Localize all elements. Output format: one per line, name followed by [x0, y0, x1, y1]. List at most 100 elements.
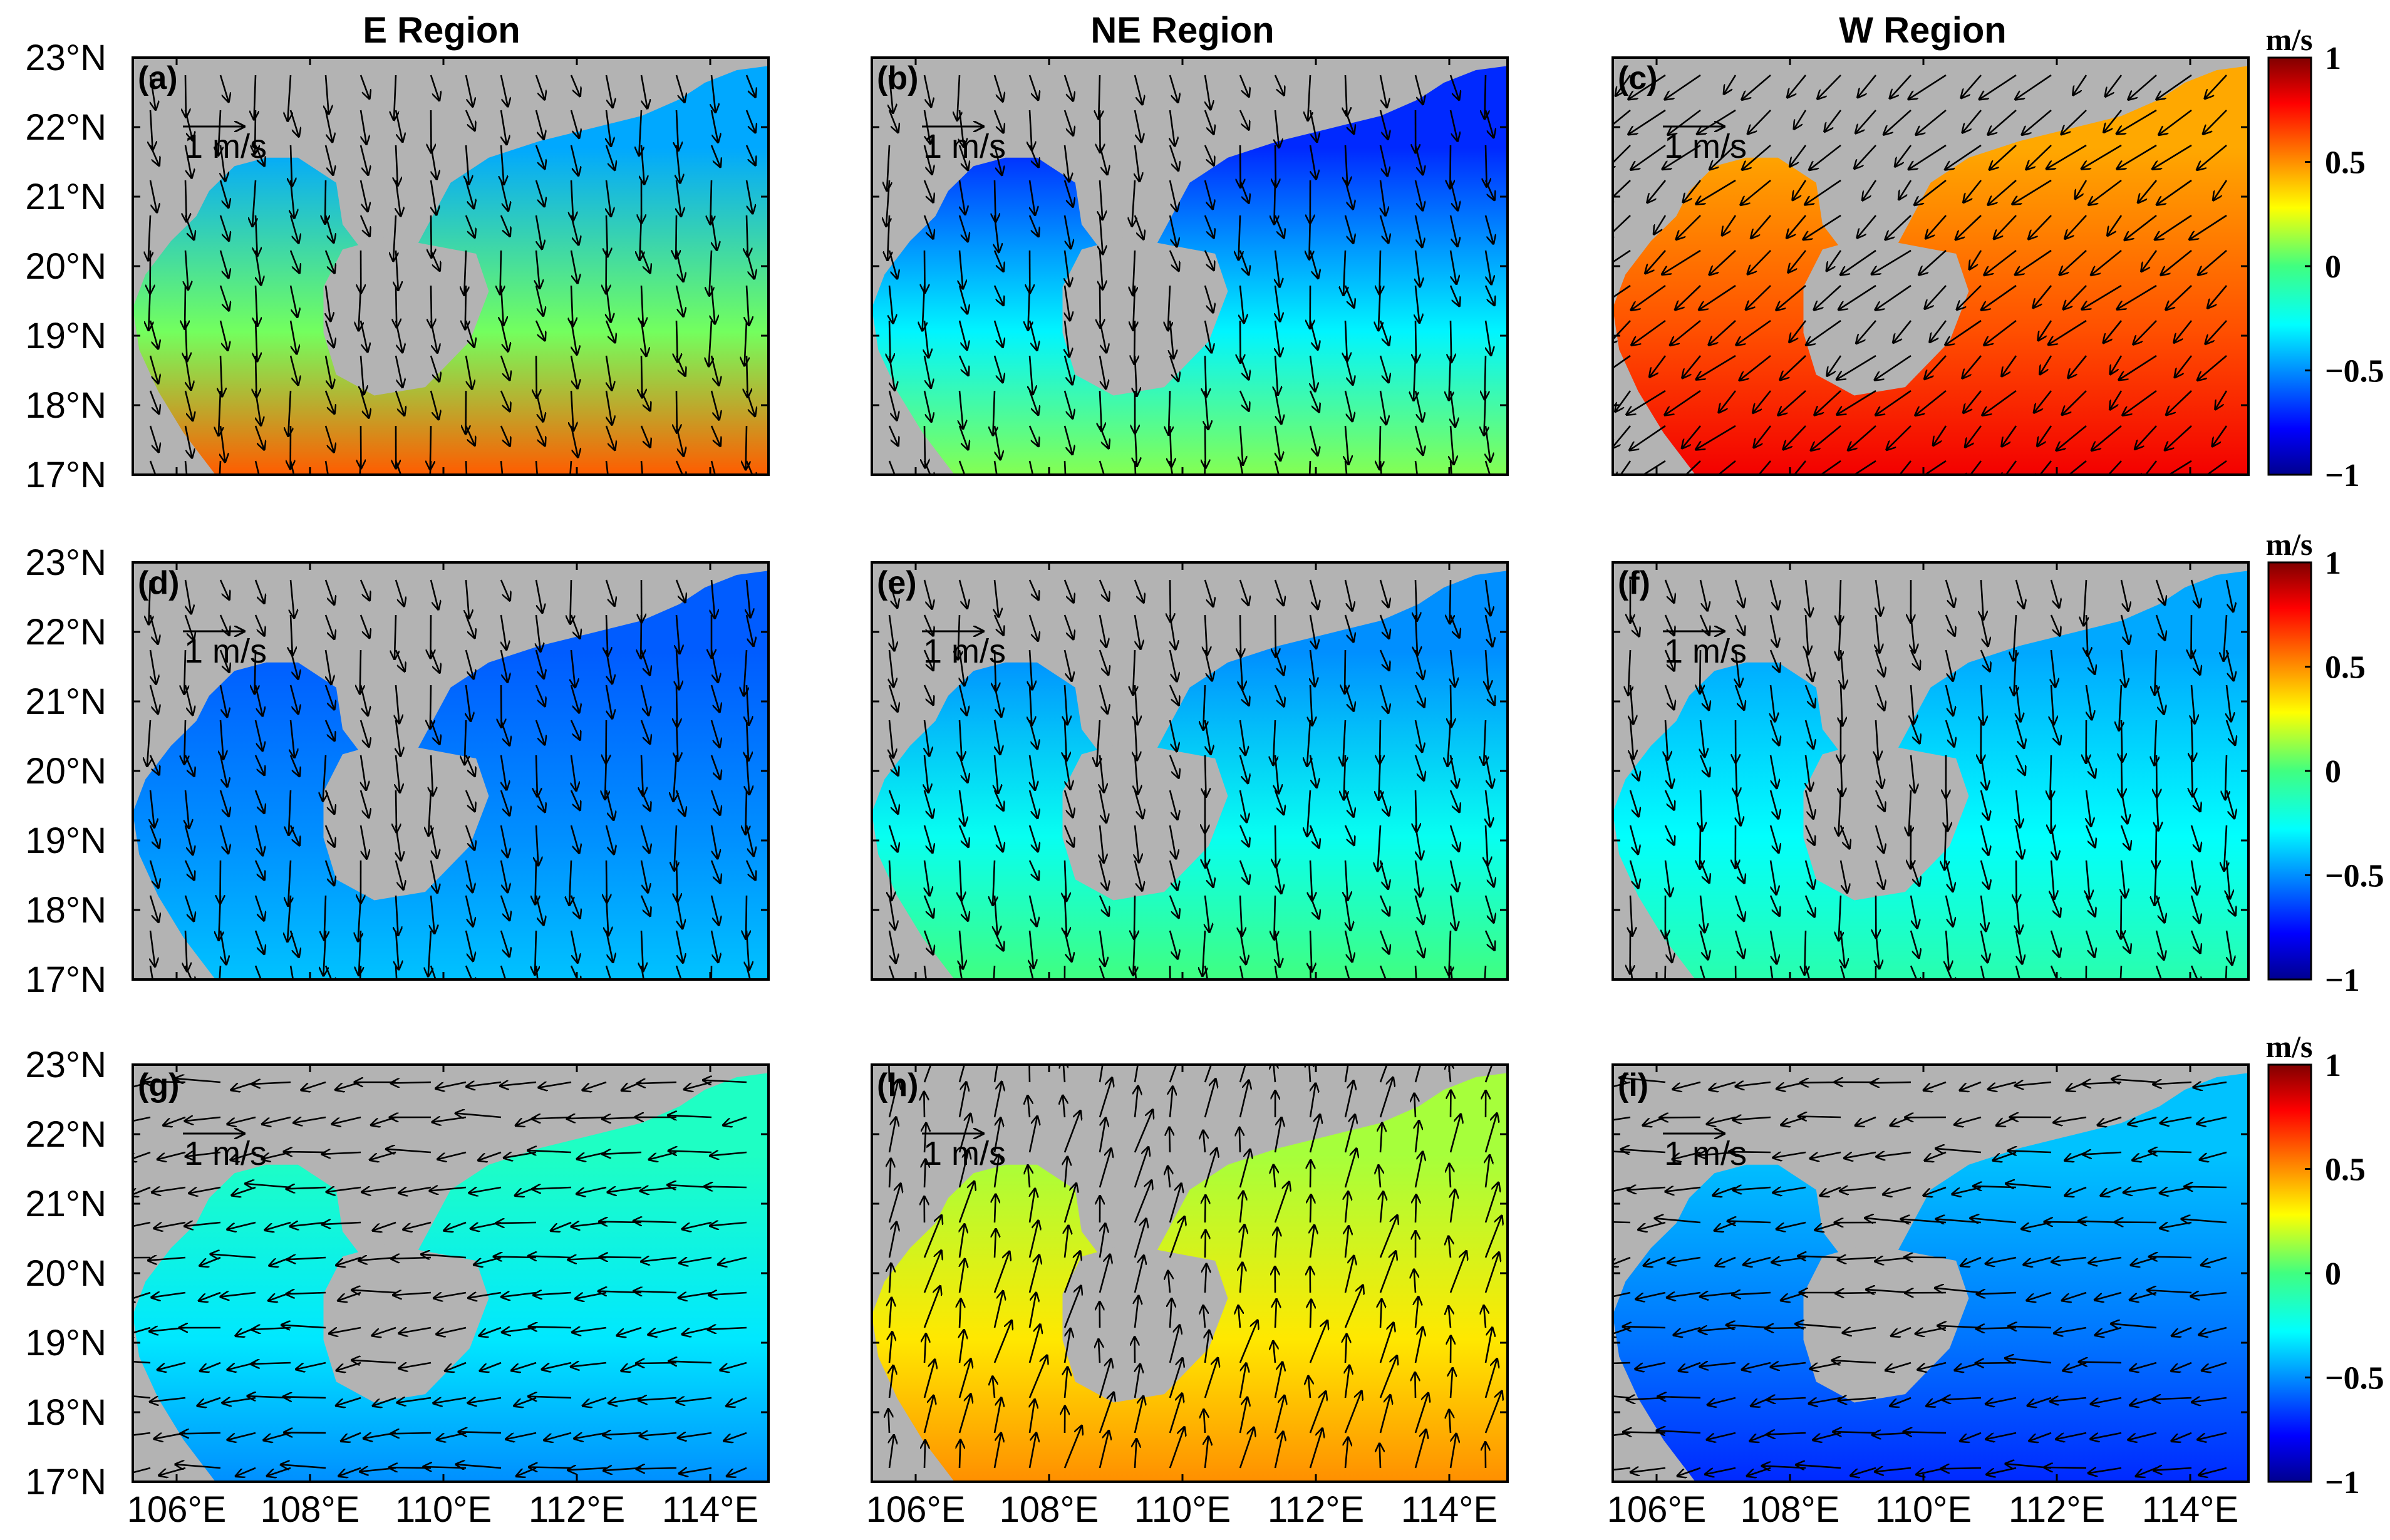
wind-arrow [745, 390, 755, 416]
wind-arrow [1613, 284, 1631, 299]
wind-arrow [2128, 75, 2157, 100]
wind-arrow [359, 285, 361, 331]
wind-arrow [1662, 249, 1701, 274]
wind-arrow [923, 75, 931, 107]
wind-arrow [2119, 354, 2157, 380]
wind-arrow [465, 355, 472, 389]
wind-arrow [1863, 180, 1877, 200]
wind-arrow [1957, 285, 1982, 309]
wind-arrow [1969, 250, 1982, 269]
wind-arrow [536, 755, 537, 797]
wind-arrow [430, 250, 440, 271]
wind-arrow [1955, 215, 1982, 240]
wind-arrow [1809, 144, 1841, 170]
wind-arrow [430, 649, 440, 673]
reference-vector-label: 1 m/s [1664, 1135, 1747, 1172]
wind-arrow [1134, 75, 1142, 105]
longitude-tick-label: 106°E [127, 1489, 227, 1530]
wind-arrow [1616, 75, 1632, 96]
wind-arrow [960, 250, 963, 289]
latitude-tick-label: 18°N [25, 1392, 106, 1433]
wind-arrow [149, 390, 159, 414]
wind-arrow [430, 180, 437, 215]
wind-arrow [1787, 460, 1807, 475]
wind-arrow [326, 75, 329, 114]
wind-arrow [1696, 425, 1736, 450]
wind-arrow [1169, 460, 1174, 475]
wind-arrow [1965, 425, 1982, 447]
wind-arrow [1274, 460, 1280, 475]
latitude-tick-label: 21°N [25, 681, 106, 722]
wind-arrow [291, 180, 294, 218]
wind-arrow [1308, 460, 1311, 475]
wind-arrow [2110, 390, 2123, 410]
wind-arrow [184, 649, 185, 694]
wind-arrow [571, 755, 576, 791]
wind-arrow [1344, 285, 1354, 307]
wind-arrow [289, 355, 298, 385]
wind-arrow [1028, 145, 1038, 167]
wind-arrow [361, 355, 364, 395]
wind-arrow [1414, 460, 1419, 475]
wind-arrow [2068, 355, 2087, 378]
wind-arrow [535, 649, 544, 678]
wind-arrow [1926, 215, 1947, 239]
wind-arrow [1030, 355, 1033, 395]
longitude-tick-label: 112°E [529, 1489, 625, 1530]
wind-arrow [2059, 250, 2087, 275]
wind-arrow [1841, 249, 1876, 275]
wind-arrow [1414, 75, 1423, 105]
wind-arrow [395, 320, 403, 353]
wind-arrow [1748, 110, 1771, 134]
wind-arrow [1379, 355, 1389, 383]
wind-arrow [430, 579, 438, 609]
wind-arrow [149, 180, 157, 212]
wind-arrow [360, 649, 361, 694]
wind-arrow [185, 180, 187, 222]
wind-arrow [1344, 180, 1353, 209]
wind-arrow [535, 110, 544, 139]
wind-arrow [149, 425, 158, 452]
wind-arrow [710, 180, 711, 224]
wind-arrow [2133, 320, 2157, 344]
wind-arrow [220, 355, 222, 396]
wind-arrow [1239, 250, 1249, 275]
wind-arrow [605, 145, 615, 170]
wind-arrow [1275, 250, 1280, 287]
wind-arrow [606, 614, 608, 656]
wind-arrow [639, 215, 641, 260]
wind-arrow [747, 285, 749, 325]
wind-arrow [1168, 285, 1170, 331]
wind-arrow [185, 250, 188, 290]
wind-arrow [960, 390, 963, 429]
wind-arrow [640, 390, 650, 411]
panel-label: (b) [877, 60, 918, 96]
wind-arrow [289, 250, 299, 273]
wind-arrow [254, 755, 264, 775]
wind-arrow [747, 720, 748, 760]
wind-arrow [1204, 320, 1211, 353]
wind-arrow [219, 285, 229, 311]
latitude-tick-label: 17°N [25, 959, 106, 1000]
hainan-island [323, 237, 489, 396]
colorbar-tick-label: 1 [2325, 1048, 2341, 1083]
wind-arrow [993, 285, 1003, 305]
wind-arrow [1239, 75, 1249, 96]
wind-arrow [1450, 579, 1451, 624]
wind-arrow [2033, 285, 2052, 308]
wind-arrow [500, 110, 507, 145]
wind-arrow [1028, 285, 1030, 330]
wind-arrow [710, 390, 719, 420]
wind-arrow [1310, 1195, 1311, 1223]
wind-arrow [1205, 390, 1208, 430]
wind-arrow [747, 355, 748, 397]
panel-label: (e) [877, 565, 917, 601]
wind-arrow [361, 755, 366, 790]
latitude-tick-label: 17°N [25, 1462, 106, 1502]
panel-label: (c) [1618, 60, 1658, 96]
wind-arrow [1826, 250, 1842, 271]
wind-arrow [745, 180, 753, 214]
wind-arrow [184, 425, 192, 458]
wind-arrow [2198, 355, 2227, 380]
colorbar-tick-label: −0.5 [2325, 354, 2384, 390]
